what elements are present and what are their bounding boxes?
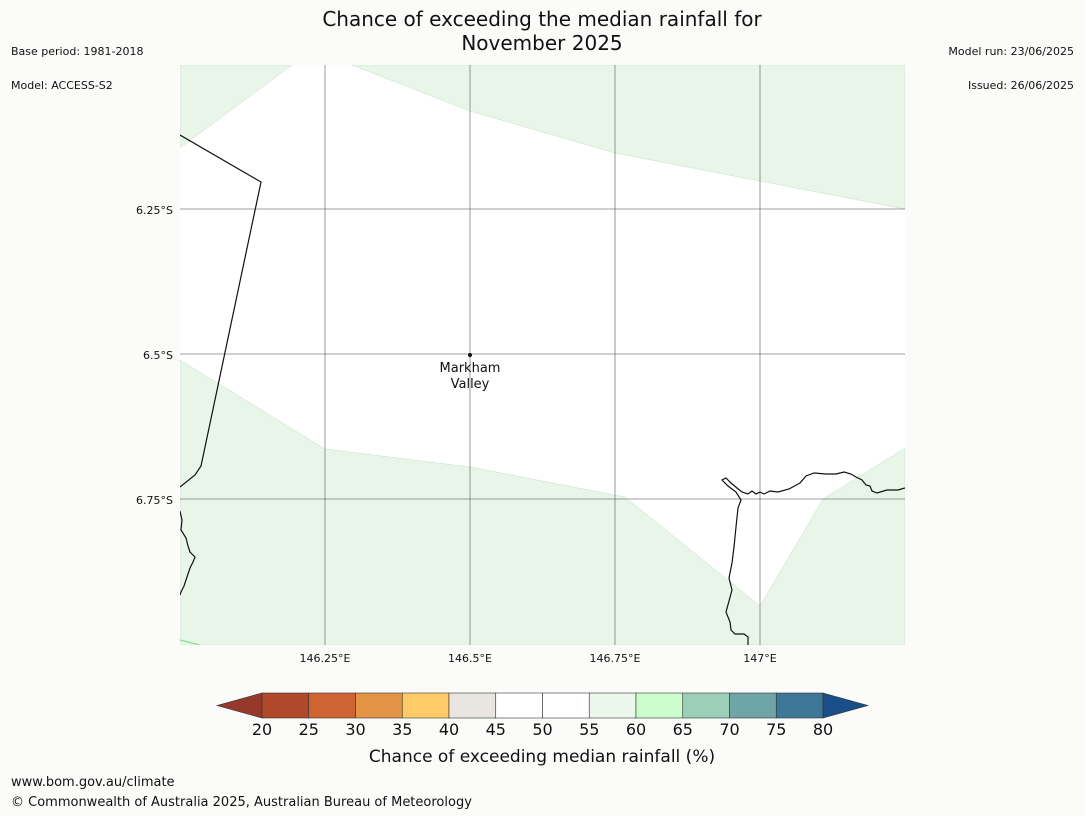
colorbar-tick-label: 55: [579, 720, 599, 739]
colorbar-tick-label: 25: [299, 720, 319, 739]
colorbar-tick-label: 70: [719, 720, 739, 739]
base-period-text: Base period: 1981-2018: [11, 45, 144, 58]
colorbar-tick-label: 20: [252, 720, 272, 739]
model-info: Base period: 1981-2018 Model: ACCESS-S2: [11, 26, 143, 111]
colorbar-segment: [401, 692, 450, 719]
colorbar-segment: [495, 692, 543, 719]
river-line-left: [180, 510, 196, 596]
colorbar-segment: [448, 692, 497, 719]
place-label-line-2: Valley: [451, 377, 490, 392]
colorbar-title: Chance of exceeding median rainfall (%): [369, 747, 715, 767]
place-marker[interactable]: [468, 353, 472, 357]
colorbar-segment: [775, 692, 824, 719]
longitude-tick-label: 146.25°E: [300, 652, 351, 665]
colorbar: 20 25 30 35 40 45 50 55 60 65 70 75 80: [215, 692, 870, 739]
colorbar-tick-label: 60: [626, 720, 646, 739]
longitude-tick-label: 146.75°E: [590, 652, 641, 665]
province-border: [180, 134, 262, 488]
latitude-tick-label: 6.75°S: [136, 494, 173, 507]
footer-url[interactable]: www.bom.gov.au/climate: [11, 775, 175, 790]
colorbar-segment: [355, 692, 403, 719]
colorbar-tick-label: 50: [532, 720, 552, 739]
colorbar-segment: [261, 692, 310, 719]
boundaries: [180, 134, 905, 645]
graticule: [180, 65, 905, 645]
latitude-labels: 6.25°S 6.5°S 6.75°S: [136, 204, 173, 507]
colorbar-tick-label: 35: [392, 720, 412, 739]
colorbar-segment: [542, 692, 590, 719]
map-title-line-2: November 2025: [461, 31, 623, 55]
coastline: [720, 471, 905, 645]
footer-copyright: © Commonwealth of Australia 2025, Austra…: [11, 795, 472, 810]
shaded-region-top-left: [180, 65, 293, 149]
latitude-tick-label: 6.5°S: [143, 349, 173, 362]
colorbar-tick-label: 80: [813, 720, 833, 739]
latitude-tick-label: 6.25°S: [136, 204, 173, 217]
colorbar-segment: [635, 692, 684, 719]
colorbar-segment: [308, 692, 356, 719]
colorbar-segment: [729, 692, 777, 719]
colorbar-segment: [682, 692, 730, 719]
run-info: Model run: 23/06/2025 Issued: 26/06/2025: [948, 26, 1074, 111]
model-name-text: Model: ACCESS-S2: [11, 79, 113, 92]
shaded-region-bottom: [180, 359, 905, 645]
probability-shading: [180, 65, 905, 645]
longitude-labels: 146.25°E 146.5°E 146.75°E 147°E: [300, 652, 777, 665]
colorbar-tick-label: 30: [345, 720, 365, 739]
colorbar-high-extension: [822, 692, 870, 719]
map-title: Chance of exceeding the median rainfall …: [242, 7, 842, 55]
place-label-line-1: Markham: [440, 361, 501, 376]
colorbar-tick-label: 65: [673, 720, 693, 739]
longitude-tick-label: 146.5°E: [448, 652, 492, 665]
issued-date-text: Issued: 26/06/2025: [967, 79, 1074, 92]
model-run-text: Model run: 23/06/2025: [948, 45, 1074, 58]
shade-edge-bottom-left: [180, 639, 201, 645]
map-title-line-1: Chance of exceeding the median rainfall …: [322, 7, 762, 31]
colorbar-tick-label: 45: [486, 720, 506, 739]
colorbar-tick-label: 75: [766, 720, 786, 739]
longitude-tick-label: 147°E: [743, 652, 776, 665]
colorbar-segment: [588, 692, 637, 719]
colorbar-tick-label: 40: [439, 720, 459, 739]
colorbar-low-extension: [215, 692, 263, 719]
